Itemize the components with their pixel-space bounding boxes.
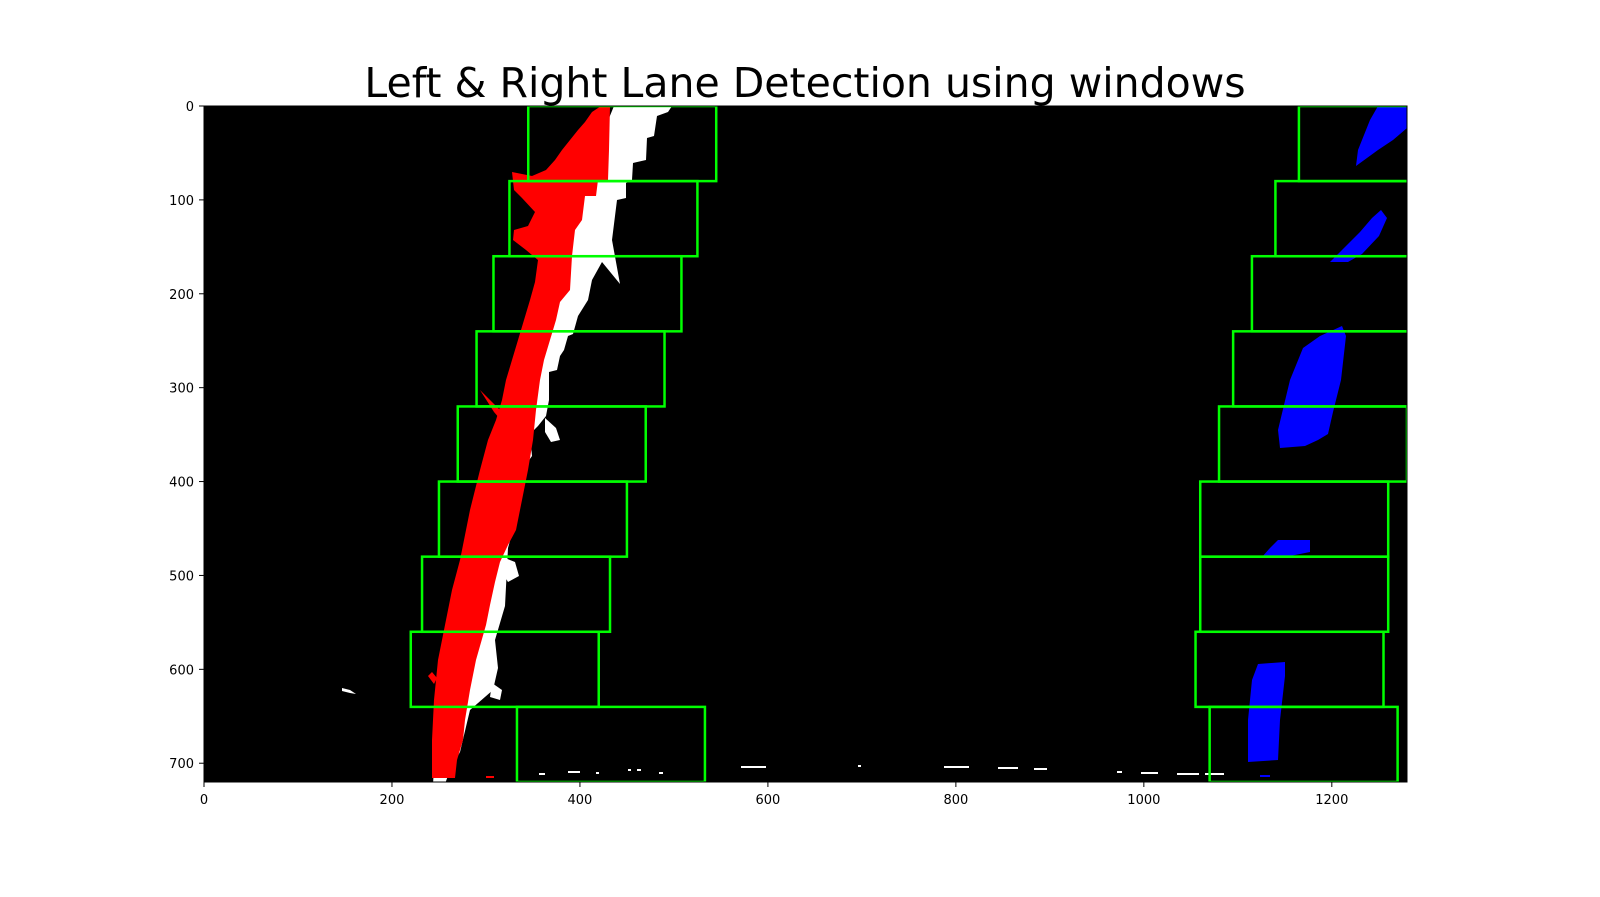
left-lane-white-edge <box>433 106 672 782</box>
right-lane-blob-3 <box>1278 326 1346 448</box>
image-background <box>204 106 1407 782</box>
left-lane-bottom-dot <box>486 776 494 778</box>
y-tick-label: 100 <box>169 194 194 209</box>
y-tick-label: 500 <box>169 569 194 584</box>
left-lane-white-blob <box>502 558 519 582</box>
left-lane-pixels <box>428 106 610 778</box>
left-window-8 <box>526 106 718 183</box>
x-tick-label: 1200 <box>1315 793 1348 808</box>
y-axis: 0 100 200 300 400 500 600 700 <box>169 100 204 772</box>
x-axis: 0 200 400 600 800 1000 1200 <box>200 782 1348 808</box>
right-window-8 <box>1297 106 1407 183</box>
unused-lane-pixels <box>342 106 1224 782</box>
x-tick-label: 200 <box>380 793 405 808</box>
left-lane-white-spur <box>545 418 560 442</box>
y-tick-label: 400 <box>169 476 194 491</box>
left-window-0 <box>515 705 707 782</box>
x-tick-label: 400 <box>568 793 593 808</box>
right-lane-blob-5 <box>1248 662 1285 762</box>
y-tick-label: 600 <box>169 663 194 678</box>
y-tick-label: 200 <box>169 288 194 303</box>
right-lane-blob-1 <box>1356 106 1407 166</box>
x-tick-label: 0 <box>200 793 208 808</box>
stray-pixel-blob <box>342 688 356 694</box>
left-lane-main <box>432 106 610 778</box>
left-lane-tail <box>428 672 437 684</box>
x-tick-label: 800 <box>943 793 968 808</box>
chart-title: Left & Right Lane Detection using window… <box>364 59 1246 107</box>
sliding-windows <box>409 106 1407 782</box>
axes-frame <box>203 105 1408 783</box>
right-lane-bottom-dot <box>1260 775 1270 777</box>
right-lane-blob-4 <box>1262 540 1310 557</box>
right-lane-pixels <box>1248 106 1407 777</box>
x-tick-label: 1000 <box>1127 793 1160 808</box>
x-tick-label: 600 <box>755 793 780 808</box>
y-tick-label: 300 <box>169 382 194 397</box>
right-lane-blob-2 <box>1330 210 1387 262</box>
y-tick-label: 700 <box>169 757 194 772</box>
y-tick-label: 0 <box>186 100 194 115</box>
left-lane-fin <box>480 390 510 426</box>
left-lane-white-low <box>490 683 502 700</box>
